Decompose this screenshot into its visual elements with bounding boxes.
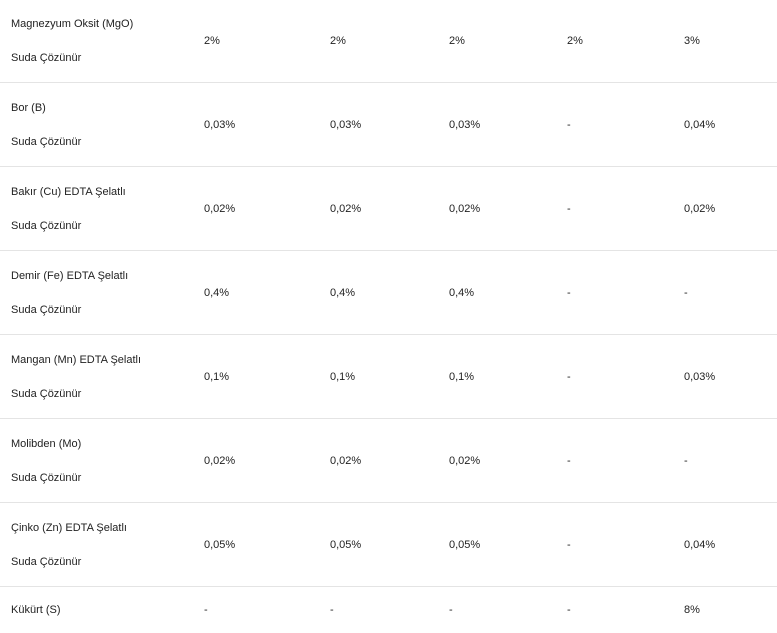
value-cell: - <box>567 587 684 633</box>
table-row: Bakır (Cu) EDTA Şelatlı Suda Çözünür 0,0… <box>0 167 777 251</box>
value-cell: 0,02% <box>449 419 567 503</box>
value-cell: 0,4% <box>204 251 330 335</box>
nutrient-name: Çinko (Zn) EDTA Şelatlı <box>11 521 204 535</box>
nutrient-name: Bor (B) <box>11 101 204 115</box>
table-row: Bor (B) Suda Çözünür 0,03% 0,03% 0,03% -… <box>0 83 777 167</box>
table-row: Kükürt (S) - - - - 8% <box>0 587 777 633</box>
solubility-label: Suda Çözünür <box>11 555 204 569</box>
solubility-label: Suda Çözünür <box>11 303 204 317</box>
value-cell: 0,1% <box>449 335 567 419</box>
table-row: Mangan (Mn) EDTA Şelatlı Suda Çözünür 0,… <box>0 335 777 419</box>
value-cell: 0,05% <box>449 503 567 587</box>
value-cell: 0,1% <box>330 335 449 419</box>
nutrient-name-cell: Mangan (Mn) EDTA Şelatlı Suda Çözünür <box>0 335 204 419</box>
nutrient-name: Molibden (Mo) <box>11 437 204 451</box>
solubility-label: Suda Çözünür <box>11 387 204 401</box>
solubility-label: Suda Çözünür <box>11 471 204 485</box>
value-cell: 2% <box>567 0 684 83</box>
value-cell: - <box>567 335 684 419</box>
value-cell: 0,02% <box>204 419 330 503</box>
table-row: Magnezyum Oksit (MgO) Suda Çözünür 2% 2%… <box>0 0 777 83</box>
value-cell: 0,1% <box>204 335 330 419</box>
value-cell: - <box>449 587 567 633</box>
nutrient-name-cell: Demir (Fe) EDTA Şelatlı Suda Çözünür <box>0 251 204 335</box>
table-row: Demir (Fe) EDTA Şelatlı Suda Çözünür 0,4… <box>0 251 777 335</box>
table-row: Çinko (Zn) EDTA Şelatlı Suda Çözünür 0,0… <box>0 503 777 587</box>
value-cell: - <box>684 251 777 335</box>
nutrient-name: Mangan (Mn) EDTA Şelatlı <box>11 353 204 367</box>
nutrient-name-cell: Bakır (Cu) EDTA Şelatlı Suda Çözünür <box>0 167 204 251</box>
table-row: Molibden (Mo) Suda Çözünür 0,02% 0,02% 0… <box>0 419 777 503</box>
value-cell: 0,03% <box>449 83 567 167</box>
value-cell: 3% <box>684 0 777 83</box>
value-cell: - <box>567 167 684 251</box>
nutrient-name-cell: Magnezyum Oksit (MgO) Suda Çözünür <box>0 0 204 83</box>
value-cell: 0,02% <box>330 167 449 251</box>
value-cell: 0,04% <box>684 83 777 167</box>
nutrient-name: Bakır (Cu) EDTA Şelatlı <box>11 185 204 199</box>
nutrient-name-cell: Kükürt (S) <box>0 587 204 633</box>
value-cell: 8% <box>684 587 777 633</box>
nutrient-name: Kükürt (S) <box>11 603 204 617</box>
value-cell: - <box>330 587 449 633</box>
nutrient-name-cell: Çinko (Zn) EDTA Şelatlı Suda Çözünür <box>0 503 204 587</box>
value-cell: 0,02% <box>449 167 567 251</box>
value-cell: - <box>567 83 684 167</box>
value-cell: - <box>567 419 684 503</box>
value-cell: 2% <box>204 0 330 83</box>
solubility-label: Suda Çözünür <box>11 51 204 65</box>
value-cell: 0,04% <box>684 503 777 587</box>
nutrient-name-cell: Bor (B) Suda Çözünür <box>0 83 204 167</box>
value-cell: 2% <box>330 0 449 83</box>
value-cell: 0,4% <box>330 251 449 335</box>
solubility-label: Suda Çözünür <box>11 219 204 233</box>
value-cell: 0,4% <box>449 251 567 335</box>
nutrient-name: Demir (Fe) EDTA Şelatlı <box>11 269 204 283</box>
value-cell: 0,02% <box>330 419 449 503</box>
value-cell: 0,05% <box>204 503 330 587</box>
value-cell: 0,02% <box>204 167 330 251</box>
value-cell: 2% <box>449 0 567 83</box>
value-cell: - <box>567 251 684 335</box>
value-cell: 0,03% <box>330 83 449 167</box>
value-cell: 0,05% <box>330 503 449 587</box>
value-cell: 0,02% <box>684 167 777 251</box>
value-cell: - <box>684 419 777 503</box>
value-cell: - <box>204 587 330 633</box>
value-cell: - <box>567 503 684 587</box>
nutrient-name: Magnezyum Oksit (MgO) <box>11 17 204 31</box>
value-cell: 0,03% <box>204 83 330 167</box>
nutrient-name-cell: Molibden (Mo) Suda Çözünür <box>0 419 204 503</box>
value-cell: 0,03% <box>684 335 777 419</box>
solubility-label: Suda Çözünür <box>11 135 204 149</box>
